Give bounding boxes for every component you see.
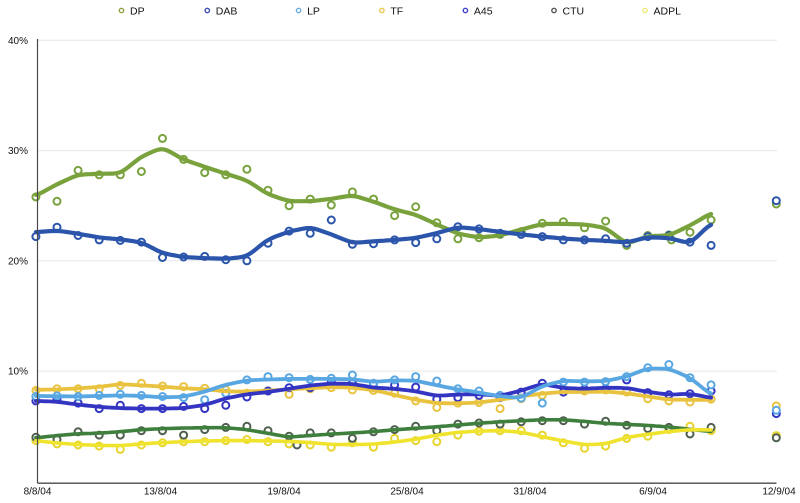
- svg-text:40%: 40%: [8, 36, 28, 47]
- svg-text:20%: 20%: [8, 256, 28, 267]
- svg-text:30%: 30%: [8, 146, 28, 157]
- svg-text:12/9/04: 12/9/04: [762, 487, 796, 498]
- svg-text:ADPL: ADPL: [654, 6, 682, 18]
- svg-text:19/8/04: 19/8/04: [267, 487, 301, 498]
- svg-text:8/8/04: 8/8/04: [24, 487, 52, 498]
- svg-text:6/9/04: 6/9/04: [639, 487, 667, 498]
- svg-text:CTU: CTU: [563, 6, 585, 18]
- svg-text:31/8/04: 31/8/04: [513, 487, 547, 498]
- svg-text:A45: A45: [474, 6, 493, 18]
- svg-text:25/8/04: 25/8/04: [390, 487, 424, 498]
- svg-text:TF: TF: [390, 6, 403, 18]
- svg-text:10%: 10%: [8, 367, 28, 378]
- svg-text:LP: LP: [307, 6, 320, 18]
- svg-text:13/8/04: 13/8/04: [144, 487, 178, 498]
- svg-text:DP: DP: [130, 6, 145, 18]
- svg-text:DAB: DAB: [216, 6, 238, 18]
